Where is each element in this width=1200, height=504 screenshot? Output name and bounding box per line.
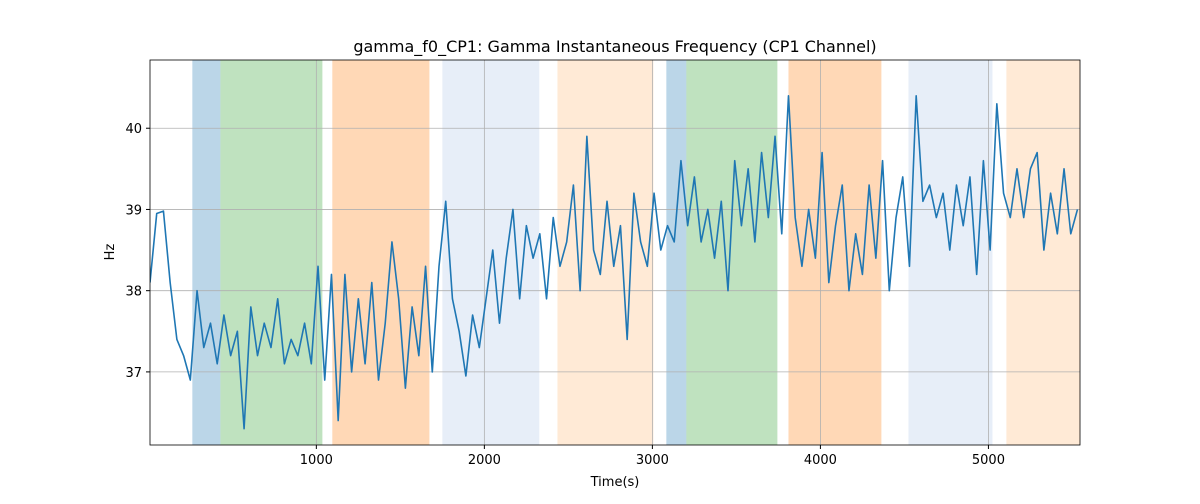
x-tick-label: 5000: [972, 453, 1005, 468]
line: [150, 94, 1079, 430]
x-tick-label: 4000: [804, 453, 837, 468]
x-tick-label: 1000: [300, 453, 333, 468]
shaded-span: [332, 60, 430, 445]
x-tick-label: 3000: [636, 453, 669, 468]
y-tick-label: 37: [125, 366, 142, 381]
shaded-span: [442, 60, 540, 445]
y-axis-label: Hz: [103, 244, 118, 261]
shaded-span: [220, 60, 323, 445]
shaded-span: [557, 60, 654, 445]
chart-title: gamma_f0_CP1: Gamma Instantaneous Freque…: [353, 37, 876, 57]
y-tick-label: 39: [125, 203, 142, 218]
shaded-span: [908, 60, 993, 445]
plot-frame: [149, 59, 1081, 446]
shaded-span: [1006, 60, 1080, 445]
x-tick-label: 2000: [468, 453, 501, 468]
shaded-span: [686, 60, 778, 445]
y-tick-label: 38: [125, 285, 142, 300]
x-axis-label: Time(s): [590, 475, 640, 490]
shaded-span: [788, 60, 882, 445]
y-tick-label: 40: [125, 122, 142, 137]
shaded-span: [666, 60, 687, 445]
shaded-span: [192, 60, 221, 445]
